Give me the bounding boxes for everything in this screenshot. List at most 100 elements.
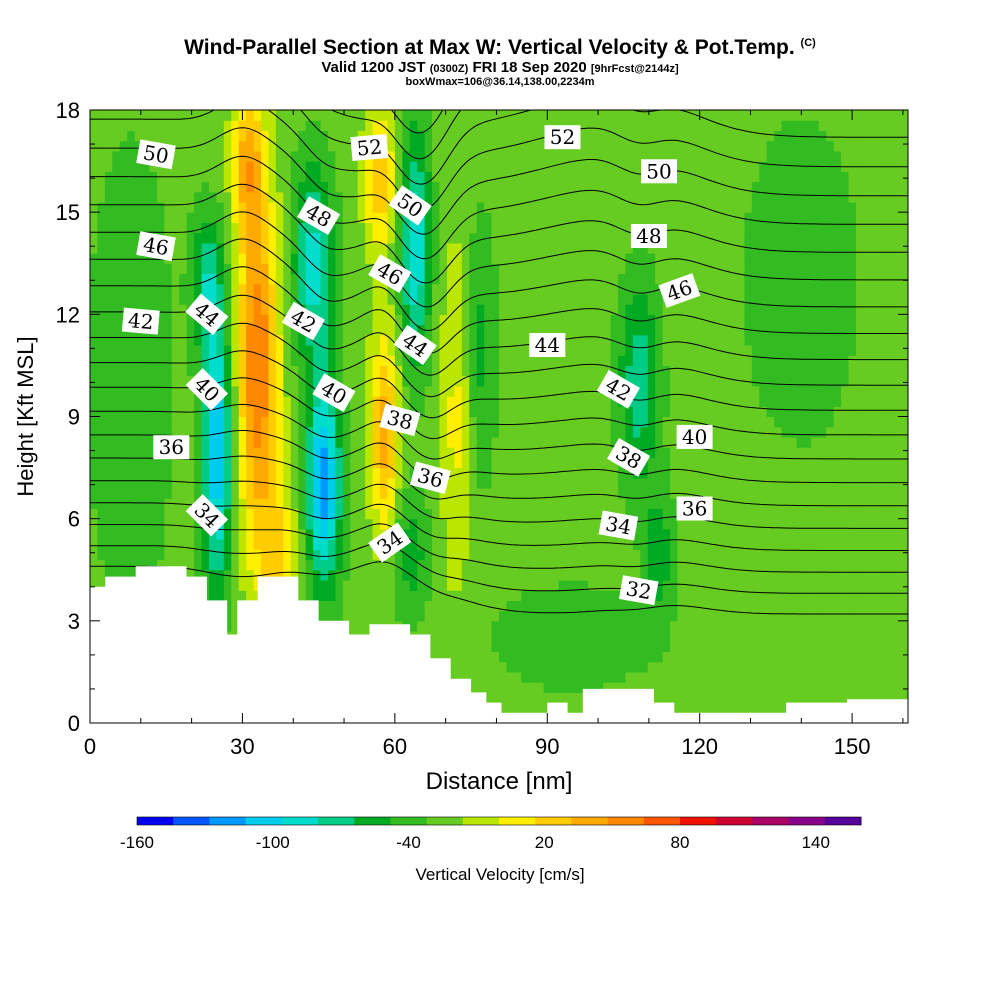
velocity-cell xyxy=(380,488,389,499)
velocity-cell xyxy=(625,355,634,367)
velocity-cell xyxy=(543,610,552,622)
velocity-cell xyxy=(417,161,426,172)
velocity-cell xyxy=(149,212,158,223)
velocity-cell xyxy=(208,365,218,377)
velocity-cell xyxy=(402,488,411,499)
velocity-cell xyxy=(350,508,359,520)
velocity-cell xyxy=(290,457,299,469)
velocity-cell xyxy=(565,406,574,418)
velocity-cell xyxy=(261,467,270,479)
velocity-cell xyxy=(238,396,247,407)
velocity-cell xyxy=(194,242,203,254)
velocity-cell xyxy=(261,314,270,326)
velocity-cell xyxy=(149,181,158,193)
velocity-cell xyxy=(684,528,693,540)
velocity-cell xyxy=(90,488,99,499)
velocity-cell xyxy=(588,273,597,285)
velocity-cell xyxy=(305,242,314,254)
velocity-cell xyxy=(186,498,195,510)
velocity-cell xyxy=(499,610,508,622)
velocity-cell xyxy=(603,191,612,203)
velocity-cell xyxy=(469,130,478,142)
velocity-cell xyxy=(469,334,478,346)
velocity-cell xyxy=(268,375,277,387)
velocity-cell xyxy=(305,590,314,601)
velocity-cell xyxy=(499,671,508,683)
velocity-cell xyxy=(142,436,151,448)
velocity-cell xyxy=(617,273,627,285)
velocity-cell xyxy=(350,528,359,540)
velocity-cell xyxy=(662,396,671,407)
velocity-cell xyxy=(543,600,552,612)
velocity-cell xyxy=(238,304,247,315)
velocity-cell xyxy=(543,212,552,223)
velocity-cell xyxy=(528,661,537,673)
velocity-cell xyxy=(588,375,597,387)
velocity-cell xyxy=(275,559,284,571)
velocity-cell xyxy=(208,416,218,428)
velocity-cell xyxy=(171,314,180,326)
velocity-cell xyxy=(342,324,351,336)
velocity-cell xyxy=(104,293,113,305)
velocity-cell xyxy=(216,528,225,540)
velocity-cell xyxy=(499,110,508,121)
velocity-cell xyxy=(528,600,537,612)
velocity-cell xyxy=(357,498,366,510)
velocity-cell xyxy=(446,232,455,244)
velocity-cell xyxy=(521,406,530,418)
velocity-cell xyxy=(90,426,99,438)
velocity-cell xyxy=(446,120,455,132)
velocity-cell xyxy=(580,293,589,305)
velocity-cell xyxy=(699,518,708,530)
velocity-cell xyxy=(484,130,493,142)
velocity-cell xyxy=(677,212,686,223)
velocity-cell xyxy=(246,426,255,438)
velocity-cell xyxy=(536,477,545,489)
velocity-cell xyxy=(298,436,307,448)
velocity-cell xyxy=(387,488,396,499)
velocity-cell xyxy=(454,406,463,418)
velocity-cell xyxy=(513,457,522,469)
velocity-cell xyxy=(513,334,522,346)
velocity-cell xyxy=(595,191,604,203)
velocity-cell xyxy=(424,436,433,448)
velocity-cell xyxy=(684,488,693,499)
velocity-cell xyxy=(536,406,545,418)
velocity-cell xyxy=(699,528,708,540)
velocity-cell xyxy=(595,426,604,438)
velocity-cell xyxy=(216,283,225,295)
velocity-cell xyxy=(528,130,537,142)
velocity-cell xyxy=(692,661,701,673)
velocity-cell xyxy=(499,631,508,642)
velocity-cell xyxy=(223,273,232,285)
velocity-cell xyxy=(283,263,292,275)
velocity-cell xyxy=(603,457,612,469)
velocity-cell xyxy=(179,293,188,305)
velocity-cell xyxy=(119,140,128,152)
velocity-cell xyxy=(558,406,567,418)
velocity-cell xyxy=(521,518,530,530)
velocity-cell xyxy=(335,477,344,489)
velocity-cell xyxy=(283,110,292,121)
velocity-cell xyxy=(90,385,99,397)
velocity-cell xyxy=(551,355,560,367)
velocity-cell xyxy=(261,375,270,387)
velocity-cell xyxy=(692,528,701,540)
velocity-cell xyxy=(380,283,389,295)
velocity-cell xyxy=(632,528,641,540)
velocity-cell xyxy=(268,396,277,407)
velocity-cell xyxy=(499,528,508,540)
velocity-cell xyxy=(164,191,173,203)
velocity-cell xyxy=(194,355,203,367)
velocity-cell xyxy=(580,579,589,591)
velocity-cell xyxy=(238,590,247,601)
velocity-cell xyxy=(119,457,128,469)
velocity-cell xyxy=(394,181,403,193)
velocity-cell xyxy=(290,375,299,387)
velocity-cell xyxy=(357,457,366,469)
velocity-cell xyxy=(186,181,195,193)
velocity-cell xyxy=(253,539,262,550)
velocity-cell xyxy=(305,283,314,295)
velocity-cell xyxy=(551,110,560,121)
velocity-cell xyxy=(142,212,151,223)
